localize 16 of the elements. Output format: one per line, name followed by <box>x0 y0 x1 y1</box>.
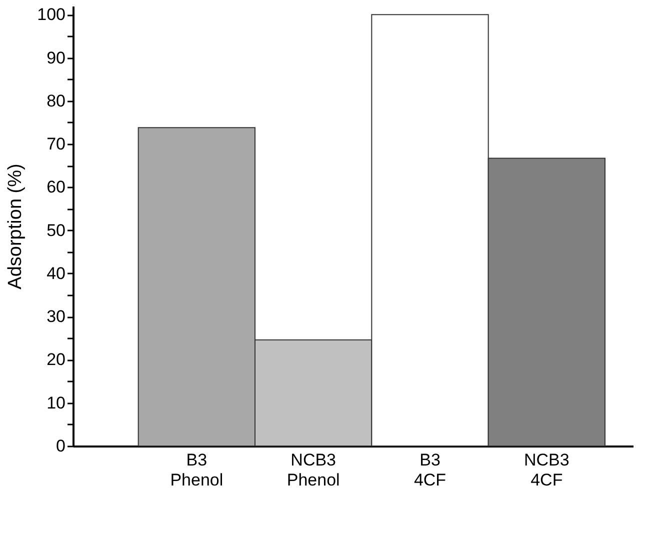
y-tick-label: 100 <box>37 5 66 24</box>
y-tick-label: 80 <box>46 91 66 110</box>
y-tick-label: 30 <box>46 307 66 326</box>
x-tick-label: B3 4CF <box>414 450 446 490</box>
y-tick-label: 0 <box>56 436 66 456</box>
y-tick-label: 50 <box>46 220 66 240</box>
x-tick-label: NCB3 4CF <box>524 450 570 490</box>
x-tick-label: NCB3 Phenol <box>286 450 340 490</box>
y-tick-label: 90 <box>46 48 66 68</box>
y-tick-label: 20 <box>46 350 66 370</box>
x-tick-label: B3 Phenol <box>170 450 224 490</box>
y-tick-label: 60 <box>46 178 66 197</box>
y-tick-label: 10 <box>46 393 66 412</box>
y-tick-label: 70 <box>46 134 66 154</box>
y-tick-label: 40 <box>46 264 66 283</box>
y-axis-title: Adsorption (%) <box>5 164 26 290</box>
